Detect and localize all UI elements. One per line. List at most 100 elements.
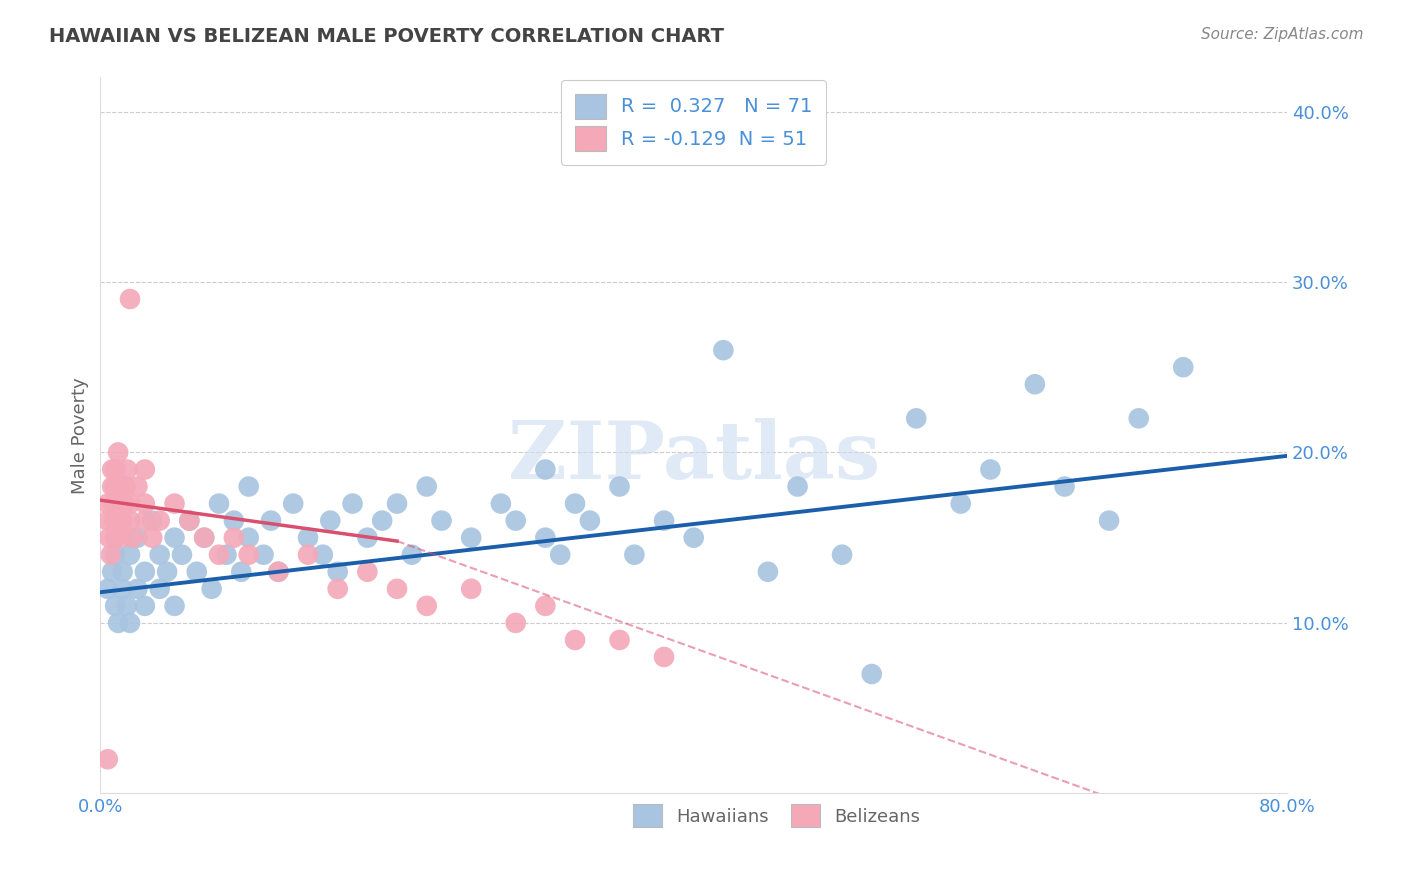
Point — [163, 599, 186, 613]
Point — [103, 514, 125, 528]
Point — [201, 582, 224, 596]
Point — [401, 548, 423, 562]
Point — [104, 514, 127, 528]
Point — [564, 497, 586, 511]
Point — [134, 599, 156, 613]
Point — [342, 497, 364, 511]
Point — [97, 752, 120, 766]
Point — [179, 514, 201, 528]
Point — [1053, 479, 1076, 493]
Point — [534, 599, 557, 613]
Point — [786, 479, 808, 493]
Point — [186, 565, 208, 579]
Point — [860, 667, 883, 681]
Point — [149, 514, 172, 528]
Point — [238, 531, 260, 545]
Point — [238, 548, 260, 562]
Point — [534, 462, 557, 476]
Point — [193, 531, 215, 545]
Point — [179, 514, 201, 528]
Point — [579, 514, 602, 528]
Point — [104, 479, 127, 493]
Point — [112, 497, 135, 511]
Point — [110, 531, 132, 545]
Point — [652, 650, 675, 665]
Point — [118, 514, 141, 528]
Point — [609, 479, 631, 493]
Point — [111, 565, 134, 579]
Point — [215, 548, 238, 562]
Point — [104, 462, 127, 476]
Text: HAWAIIAN VS BELIZEAN MALE POVERTY CORRELATION CHART: HAWAIIAN VS BELIZEAN MALE POVERTY CORREL… — [49, 27, 724, 45]
Point — [122, 531, 145, 545]
Point — [319, 514, 342, 528]
Point — [134, 514, 156, 528]
Point — [548, 548, 571, 562]
Point — [118, 548, 141, 562]
Point — [101, 565, 124, 579]
Point — [831, 548, 853, 562]
Point — [356, 531, 378, 545]
Point — [564, 632, 586, 647]
Point — [208, 548, 231, 562]
Point — [326, 582, 349, 596]
Point — [979, 462, 1001, 476]
Point — [231, 565, 253, 579]
Point — [104, 497, 127, 511]
Point — [134, 497, 156, 511]
Point — [97, 497, 120, 511]
Point — [134, 565, 156, 579]
Point — [652, 514, 675, 528]
Point — [170, 548, 193, 562]
Point — [118, 292, 141, 306]
Point — [460, 531, 482, 545]
Point — [623, 548, 645, 562]
Point — [260, 514, 283, 528]
Point — [385, 497, 408, 511]
Point — [127, 582, 149, 596]
Point — [97, 514, 120, 528]
Point — [905, 411, 928, 425]
Point — [505, 514, 527, 528]
Point — [111, 514, 134, 528]
Point — [534, 531, 557, 545]
Point — [111, 582, 134, 596]
Point — [127, 479, 149, 493]
Point — [949, 497, 972, 511]
Point — [115, 599, 138, 613]
Point — [100, 548, 122, 562]
Point — [297, 548, 319, 562]
Text: ZIPatlas: ZIPatlas — [508, 417, 880, 496]
Point — [127, 531, 149, 545]
Point — [415, 599, 437, 613]
Point — [1024, 377, 1046, 392]
Point — [141, 531, 163, 545]
Point — [297, 531, 319, 545]
Point — [104, 548, 127, 562]
Point — [222, 514, 245, 528]
Point — [111, 479, 134, 493]
Point — [489, 497, 512, 511]
Point — [371, 514, 394, 528]
Point — [141, 514, 163, 528]
Point — [312, 548, 335, 562]
Point — [238, 479, 260, 493]
Point — [118, 615, 141, 630]
Point — [114, 479, 136, 493]
Point — [103, 497, 125, 511]
Point — [115, 462, 138, 476]
Point — [134, 462, 156, 476]
Point — [356, 565, 378, 579]
Point — [415, 479, 437, 493]
Point — [156, 565, 179, 579]
Point — [1173, 360, 1195, 375]
Point — [107, 445, 129, 459]
Point — [107, 514, 129, 528]
Point — [208, 497, 231, 511]
Point — [1128, 411, 1150, 425]
Point — [98, 531, 121, 545]
Point — [101, 479, 124, 493]
Point — [163, 497, 186, 511]
Point — [149, 582, 172, 596]
Point — [267, 565, 290, 579]
